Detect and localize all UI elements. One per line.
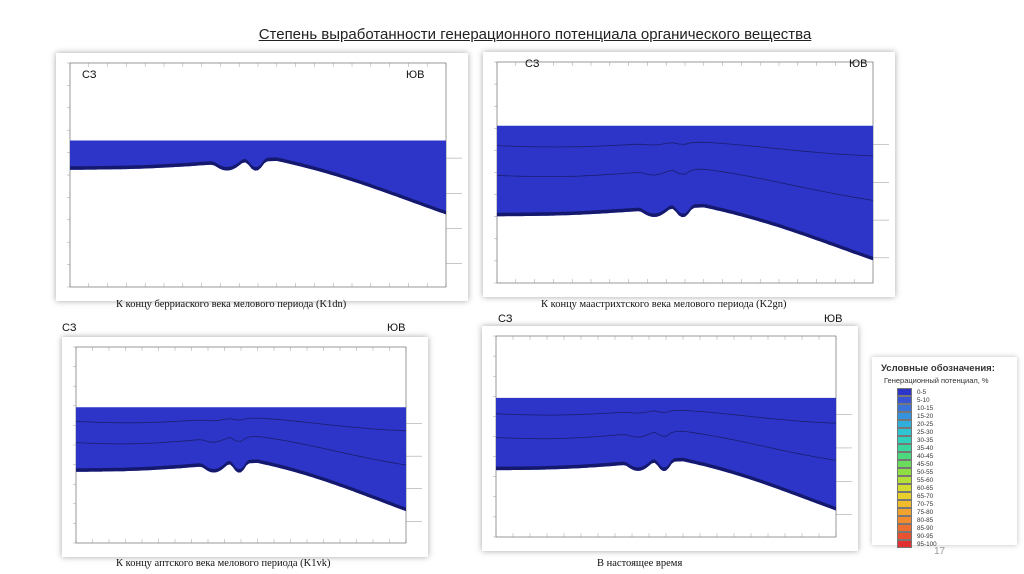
legend-label: 80-85 xyxy=(917,516,934,524)
legend-label: 55-60 xyxy=(917,476,934,484)
legend-item: 80-85 xyxy=(897,516,1017,524)
section-panel-k1vk xyxy=(62,337,428,557)
legend-label: 35-40 xyxy=(917,444,934,452)
direction-se-label: ЮВ xyxy=(824,313,843,325)
legend-item: 15-20 xyxy=(897,412,1017,420)
legend-label: 85-90 xyxy=(917,524,934,532)
legend-item: 20-25 xyxy=(897,420,1017,428)
legend-item: 0-5 xyxy=(897,388,1017,396)
legend-swatch xyxy=(897,444,912,452)
caption-k1dn: К концу берриаского века мелового период… xyxy=(116,299,347,310)
legend-label: 95-100 xyxy=(917,540,937,548)
legend-item: 90-95 xyxy=(897,532,1017,540)
legend-label: 5-10 xyxy=(917,396,930,404)
legend-label: 65-70 xyxy=(917,492,934,500)
cross-section-plot xyxy=(494,61,889,284)
source-rock-layer xyxy=(76,459,406,512)
direction-nw-label: СЗ xyxy=(82,69,97,81)
source-rock-layer xyxy=(497,203,873,261)
sediment-fill xyxy=(76,407,406,512)
source-rock-layer xyxy=(496,457,836,511)
legend-item: 35-40 xyxy=(897,444,1017,452)
legend-item: 10-15 xyxy=(897,404,1017,412)
legend-swatch xyxy=(897,484,912,492)
sediment-fill xyxy=(70,140,446,215)
legend-swatch xyxy=(897,452,912,460)
source-rock-layer xyxy=(70,157,446,215)
legend-label: 0-5 xyxy=(917,388,927,396)
legend-swatch xyxy=(897,492,912,500)
legend-swatch xyxy=(897,420,912,428)
legend-item: 85-90 xyxy=(897,524,1017,532)
cross-section-plot xyxy=(67,62,462,288)
legend-item: 5-10 xyxy=(897,396,1017,404)
legend-swatch xyxy=(897,532,912,540)
legend-swatch xyxy=(897,436,912,444)
direction-nw-label: СЗ xyxy=(498,313,513,325)
horizon-line xyxy=(495,409,837,424)
legend-swatch xyxy=(897,524,912,532)
legend-swatch xyxy=(897,516,912,524)
horizon-line xyxy=(75,417,407,432)
direction-se-label: ЮВ xyxy=(406,69,425,81)
legend-label: 15-20 xyxy=(917,412,934,420)
legend-swatch xyxy=(897,460,912,468)
section-panel-k2gn: СЗ ЮВ xyxy=(483,52,895,297)
legend-item: 25-30 xyxy=(897,428,1017,436)
page-number: 17 xyxy=(934,546,946,557)
legend-swatch xyxy=(897,540,912,548)
direction-nw-label: СЗ xyxy=(525,58,540,70)
legend-item: 95-100 xyxy=(897,540,1017,548)
legend-label: 45-50 xyxy=(917,460,934,468)
legend-item: 75-80 xyxy=(897,508,1017,516)
legend: Условные обозначения: Генерационный поте… xyxy=(872,357,1017,548)
legend-swatch xyxy=(897,388,912,396)
horizon-line xyxy=(75,435,407,466)
horizon-line xyxy=(496,141,874,157)
caption-k2gn: К концу маастрихтского века мелового пер… xyxy=(541,299,787,310)
horizon-line xyxy=(496,168,874,201)
direction-nw-label: СЗ xyxy=(62,322,77,334)
legend-swatch xyxy=(897,500,912,508)
legend-item: 30-35 xyxy=(897,436,1017,444)
legend-item: 45-50 xyxy=(897,460,1017,468)
legend-label: 90-95 xyxy=(917,532,934,540)
caption-present: В настоящее время xyxy=(597,558,683,569)
legend-label: 70-75 xyxy=(917,500,934,508)
legend-swatch xyxy=(897,404,912,412)
legend-label: 20-25 xyxy=(917,420,934,428)
legend-label: 10-15 xyxy=(917,404,934,412)
legend-label: 50-55 xyxy=(917,468,934,476)
legend-label: 40-45 xyxy=(917,452,934,460)
section-panel-k1dn: СЗ ЮВ xyxy=(56,53,468,301)
cross-section-plot xyxy=(493,335,852,538)
legend-swatch xyxy=(897,476,912,484)
legend-item: 65-70 xyxy=(897,492,1017,500)
legend-item: 55-60 xyxy=(897,476,1017,484)
legend-label: 60-65 xyxy=(917,484,934,492)
legend-item: 50-55 xyxy=(897,468,1017,476)
cross-section-plot xyxy=(73,346,422,544)
legend-item: 70-75 xyxy=(897,500,1017,508)
legend-item: 60-65 xyxy=(897,484,1017,492)
legend-swatch xyxy=(897,428,912,436)
legend-label: 30-35 xyxy=(917,436,934,444)
direction-se-label: ЮВ xyxy=(387,322,406,334)
legend-label: 25-30 xyxy=(917,428,934,436)
direction-se-label: ЮВ xyxy=(849,58,868,70)
horizon-line xyxy=(495,430,837,461)
legend-swatch xyxy=(897,412,912,420)
caption-k1vk: К концу аптского века мелового периода (… xyxy=(116,558,331,569)
legend-swatch xyxy=(897,396,912,404)
legend-subtitle: Генерационный потенциал, % xyxy=(884,376,989,385)
page-title: Степень выработанности генерационного по… xyxy=(258,26,812,43)
legend-title: Условные обозначения: xyxy=(881,363,995,374)
legend-label: 75-80 xyxy=(917,508,934,516)
legend-item: 40-45 xyxy=(897,452,1017,460)
legend-swatch xyxy=(897,468,912,476)
legend-items: 0-5 5-10 10-15 15-20 20-25 25-30 30-35 35-40 40-… xyxy=(872,388,1017,548)
legend-swatch xyxy=(897,508,912,516)
section-panel-present xyxy=(482,326,858,551)
sediment-fill xyxy=(496,397,836,511)
